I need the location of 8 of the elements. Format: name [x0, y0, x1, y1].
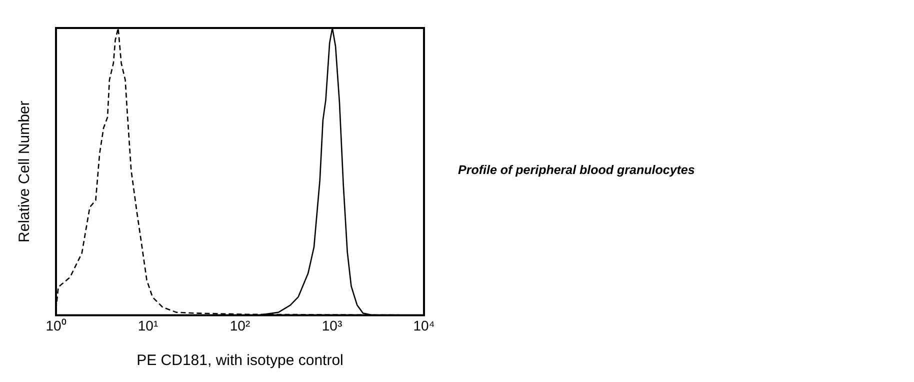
- x-tick-label: 10³: [322, 317, 342, 334]
- x-axis-title: PE CD181, with isotype control: [136, 352, 344, 370]
- x-tick-label: 10²: [230, 317, 250, 334]
- x-tick-label: 10¹: [138, 317, 158, 334]
- text: Profile of peripheral blood granulocytes: [458, 163, 696, 177]
- x-tick-label: 10⁰: [46, 317, 66, 334]
- y-axis-title: Relative Cell Number: [16, 100, 34, 242]
- x-tick-label: 10⁴: [413, 317, 435, 334]
